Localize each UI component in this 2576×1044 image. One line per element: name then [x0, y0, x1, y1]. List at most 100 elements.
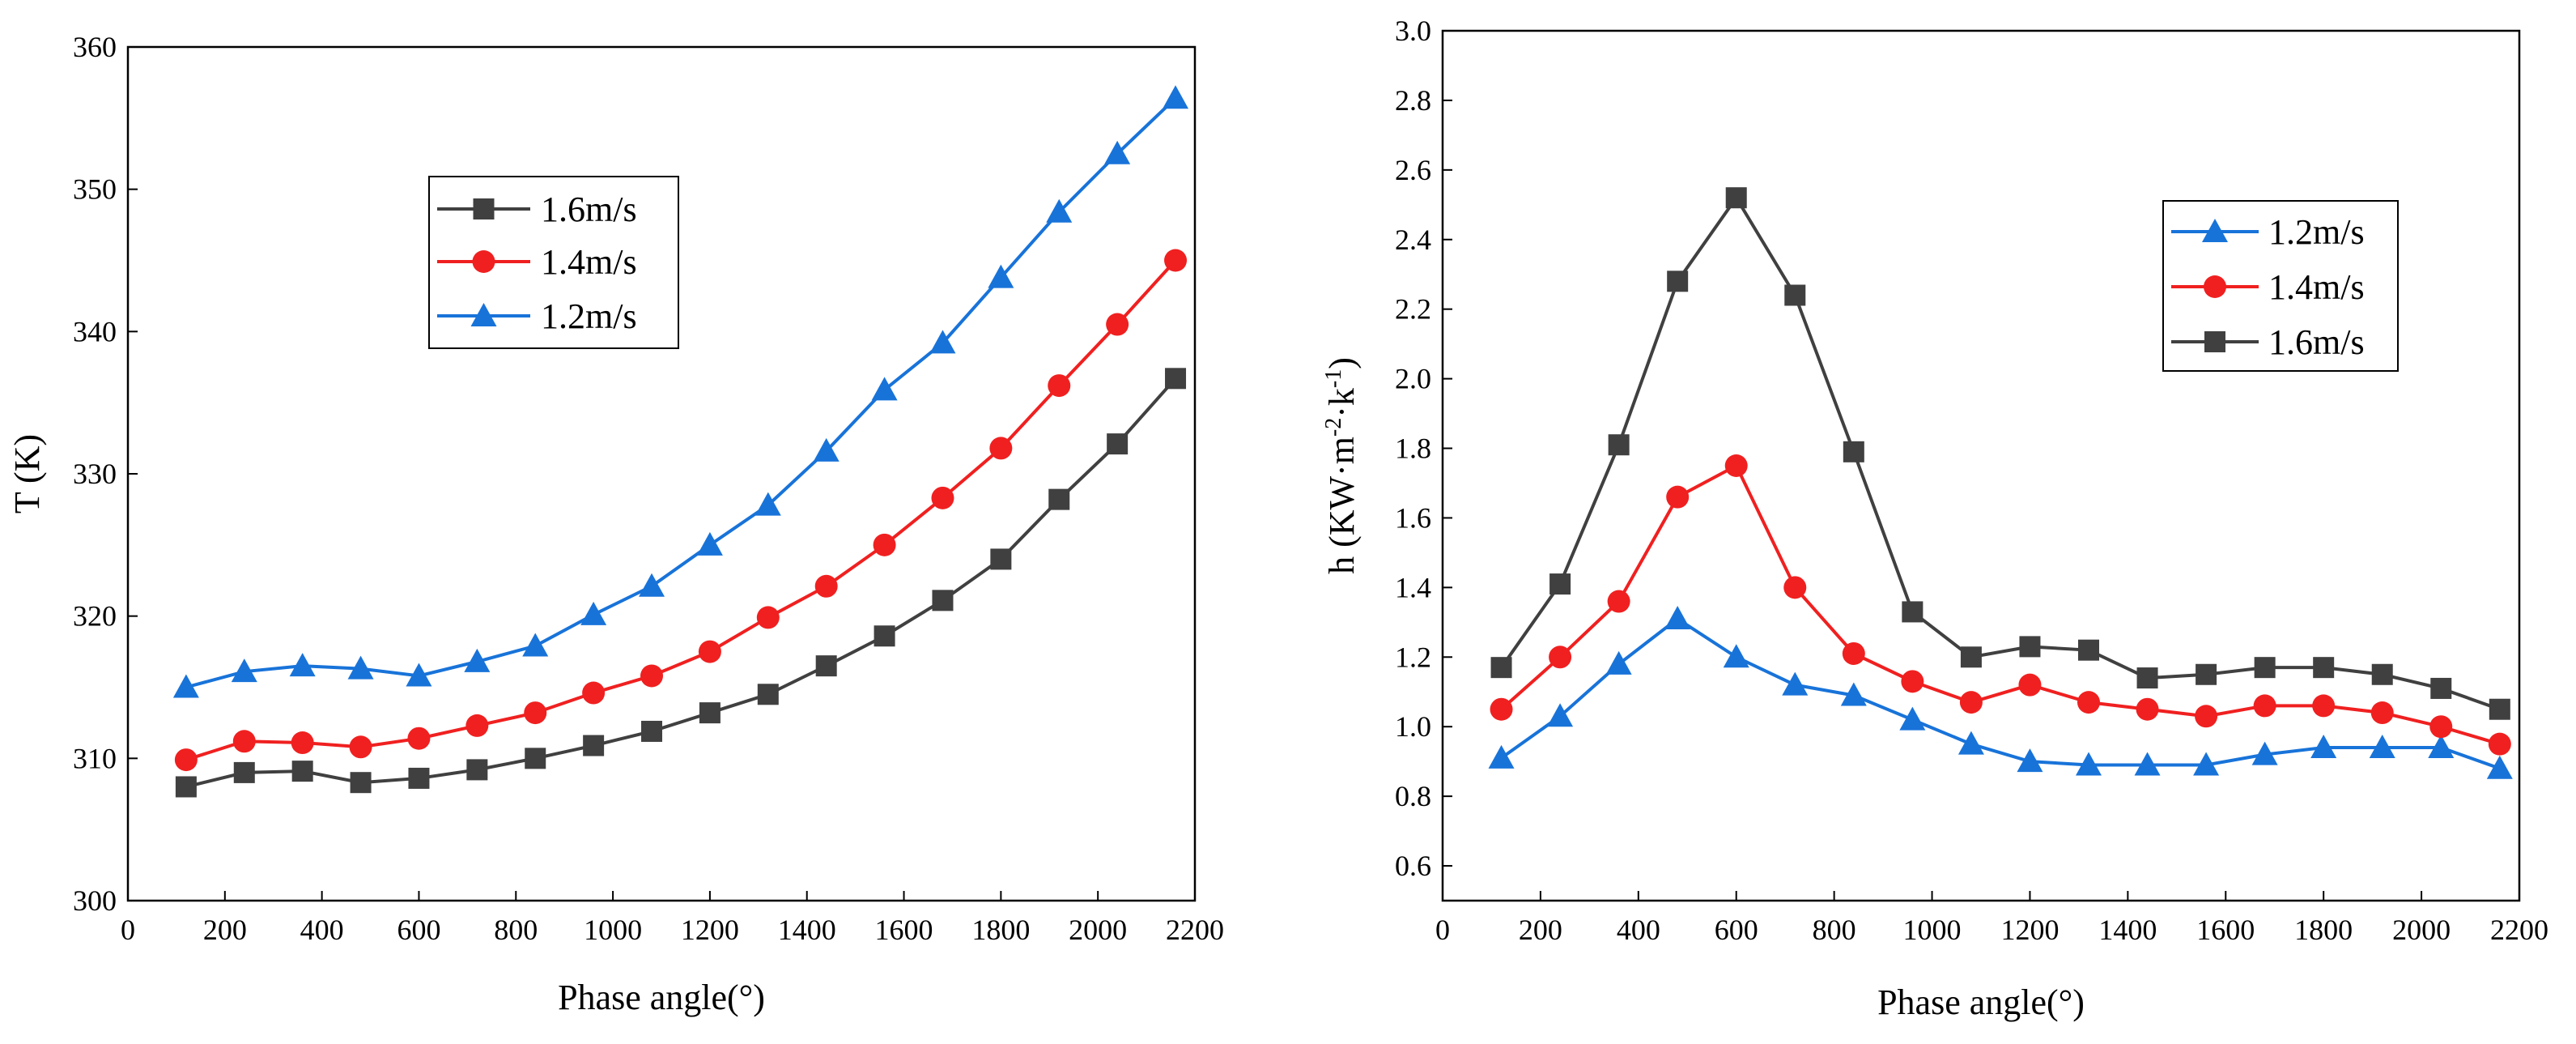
right-y-axis-title-sup2: -1: [1321, 369, 1346, 388]
right-y-tick-label-1.8: 1.8: [1395, 433, 1431, 465]
right-point-s0-600: [1723, 644, 1749, 668]
left-y-tick-label-320: 320: [73, 600, 117, 633]
left-point-s0-1560: [874, 625, 895, 647]
right-x-tick-label-0: 0: [1435, 914, 1450, 946]
right-point-s1-720: [1783, 576, 1807, 599]
left-point-s1-600: [407, 727, 431, 750]
right-point-s1-600: [1724, 454, 1748, 477]
right-y-tick-label-1.4: 1.4: [1395, 571, 1431, 603]
right-point-s1-1200: [2018, 673, 2042, 697]
right-y-axis-title: h (KW·m-2·k-1): [1321, 357, 1362, 574]
left-y-tick-label-340: 340: [73, 315, 117, 347]
right-point-s1-960: [1901, 670, 1924, 693]
right-y-tick-label-2.6: 2.6: [1395, 154, 1431, 186]
left-point-s1-1920: [1048, 374, 1071, 398]
left-x-tick-label-0: 0: [121, 914, 135, 946]
left-point-s0-1320: [757, 684, 779, 705]
left-point-s0-120: [175, 776, 197, 798]
left-plot-frame: [126, 45, 1197, 902]
right-point-s0-120: [1488, 744, 1515, 769]
right-point-s2-1200: [2019, 636, 2041, 658]
right-plot-frame: [1441, 29, 2521, 902]
left-legend-item-1-4: 1.4m/s: [437, 242, 637, 282]
right-x-tick-label-1600: 1600: [2196, 914, 2255, 946]
left-point-s1-1320: [756, 606, 780, 629]
left-x-tick-label-400: 400: [300, 914, 344, 946]
left-point-s1-240: [232, 730, 256, 753]
left-point-s0-360: [291, 761, 313, 782]
left-x-tick-label-200: 200: [203, 914, 247, 946]
chart-left-temperature: 0 200 400 600 800 1000 1200 1400 1600 1800 2000 220…: [7, 31, 1224, 1017]
right-y-tick-label-2.4: 2.4: [1395, 224, 1431, 256]
left-legend-item-1-6: 1.6m/s: [437, 190, 637, 229]
left-legend-marker-3: [470, 303, 497, 326]
right-x-tick-label-2200: 2200: [2490, 914, 2548, 946]
left-legend-marker-1: [473, 198, 495, 219]
left-point-s0-2160: [1165, 368, 1187, 390]
left-point-s1-2040: [1106, 313, 1129, 336]
right-point-s1-1680: [2253, 694, 2276, 718]
left-point-s2-1080: [639, 573, 665, 597]
chart-right-heat-transfer: 0 200 400 600 800 1000 1200 1400 1600 1800 2000 220…: [1321, 15, 2548, 1022]
right-point-s0-480: [1664, 606, 1691, 630]
right-point-s1-120: [1490, 697, 1513, 721]
left-x-axis-title: Phase angle(°): [558, 978, 765, 1017]
left-point-s0-720: [466, 759, 488, 781]
right-x-tick-label-1200: 1200: [2000, 914, 2059, 946]
left-x-tick-label-1200: 1200: [681, 914, 739, 946]
right-point-s1-1440: [2136, 697, 2159, 721]
right-y-axis-title-end: ): [1322, 357, 1362, 369]
right-legend-label-1-6: 1.6m/s: [2268, 322, 2365, 362]
right-point-s0-1440: [2134, 752, 2161, 776]
left-point-s0-1440: [815, 655, 837, 677]
left-series-14: [174, 249, 1188, 772]
left-legend-marker-2: [472, 250, 495, 273]
right-point-s2-1440: [2136, 667, 2158, 689]
right-series-layer: [1488, 187, 2513, 779]
right-point-s1-1320: [2077, 691, 2100, 714]
left-point-s0-1800: [990, 548, 1012, 570]
right-y-tick-label-2.2: 2.2: [1395, 293, 1431, 326]
left-point-s2-1200: [696, 531, 723, 556]
right-x-tick-label-400: 400: [1617, 914, 1660, 946]
left-point-s1-1200: [698, 640, 721, 663]
left-point-s1-1440: [814, 574, 838, 598]
right-point-s2-1080: [1960, 646, 1982, 668]
left-point-s2-1440: [813, 437, 840, 462]
right-legend-item-1-4: 1.4m/s: [2171, 267, 2365, 307]
left-point-s1-1080: [640, 664, 664, 688]
right-y-tick-label-2.0: 2.0: [1395, 363, 1431, 395]
left-y-tick-label-330: 330: [73, 458, 117, 490]
right-point-s0-720: [1782, 671, 1809, 696]
right-point-s2-1680: [2254, 657, 2276, 679]
left-point-s1-360: [291, 731, 314, 755]
right-point-s0-840: [1840, 682, 1867, 706]
left-point-s2-1920: [1046, 198, 1073, 223]
left-series-line-2: [185, 96, 1177, 689]
right-x-tick-label-1000: 1000: [1903, 914, 1962, 946]
right-point-s1-2040: [2429, 715, 2453, 739]
left-x-tick-label-800: 800: [494, 914, 538, 946]
right-y-tick-label-1.0: 1.0: [1395, 710, 1431, 743]
right-point-s2-720: [1784, 284, 1806, 306]
left-series-12: [172, 85, 1189, 698]
left-point-s1-2160: [1164, 249, 1188, 272]
right-point-s2-840: [1843, 441, 1864, 462]
right-point-s2-1320: [2078, 639, 2099, 661]
left-series-layer: [172, 85, 1189, 798]
left-point-s2-360: [289, 653, 316, 677]
left-point-s1-1800: [989, 437, 1013, 460]
right-x-tick-label-600: 600: [1715, 914, 1758, 946]
left-legend-item-1-2: 1.2m/s: [437, 296, 637, 336]
right-legend-label-1-4: 1.4m/s: [2268, 267, 2365, 307]
right-x-tick-label-200: 200: [1519, 914, 1562, 946]
right-point-s0-960: [1899, 706, 1926, 731]
left-point-s1-960: [582, 681, 606, 705]
left-x-tick-label-2000: 2000: [1069, 914, 1127, 946]
right-point-s0-1800: [2310, 734, 2337, 758]
left-x-tick-label-600: 600: [397, 914, 440, 946]
left-point-s2-120: [172, 674, 199, 698]
left-y-tick-label-300: 300: [73, 884, 117, 917]
right-point-s2-240: [1549, 573, 1571, 595]
